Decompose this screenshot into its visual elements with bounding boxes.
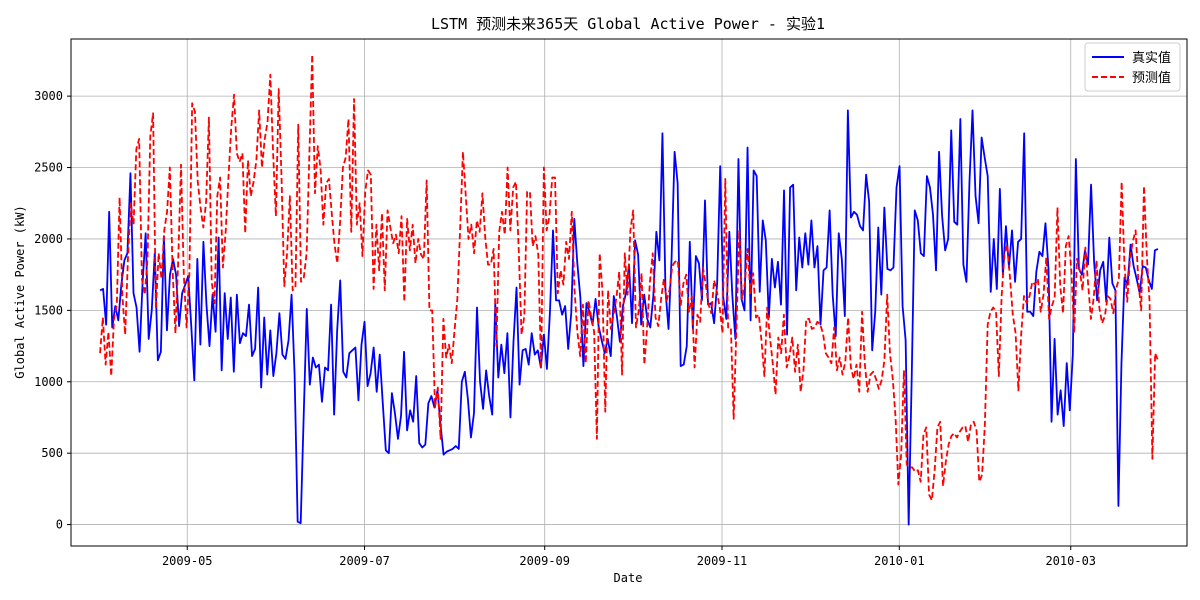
chart-title: LSTM 预测未来365天 Global Active Power - 实验1	[431, 15, 825, 33]
grid	[71, 39, 1187, 546]
x-axis: 2009-05 2009-07 2009-09 2009-11 2010-01 2010-…	[162, 546, 1096, 568]
y-tick-label: 1000	[34, 375, 63, 389]
plot-area	[99, 53, 1159, 526]
y-axis-label: Global Active Power (kW)	[13, 205, 27, 378]
legend-label-actual: 真实值	[1132, 50, 1171, 66]
x-tick-label: 2009-05	[162, 554, 213, 568]
series-line-actual	[99, 109, 1159, 526]
x-axis-label: Date	[614, 571, 643, 585]
x-tick-label: 2009-09	[519, 554, 570, 568]
plot-frame	[70, 38, 1188, 547]
y-axis: 0 500 1000 1500 2000 2500 3000	[34, 89, 71, 532]
y-tick-label: 2500	[34, 161, 63, 175]
legend: 真实值 预测值	[1084, 42, 1181, 92]
y-tick-label: 1500	[34, 303, 63, 317]
y-tick-label: 500	[41, 446, 63, 460]
x-tick-label: 2010-03	[1045, 554, 1096, 568]
legend-label-predicted: 预测值	[1132, 70, 1171, 86]
y-tick-label: 2000	[34, 232, 63, 246]
x-tick-label: 2009-11	[697, 554, 748, 568]
legend-box	[1084, 42, 1181, 92]
x-tick-label: 2010-01	[874, 554, 925, 568]
y-tick-label: 0	[56, 518, 63, 532]
series-line-predicted	[99, 53, 1159, 502]
y-tick-label: 3000	[34, 89, 63, 103]
x-tick-label: 2009-07	[339, 554, 390, 568]
